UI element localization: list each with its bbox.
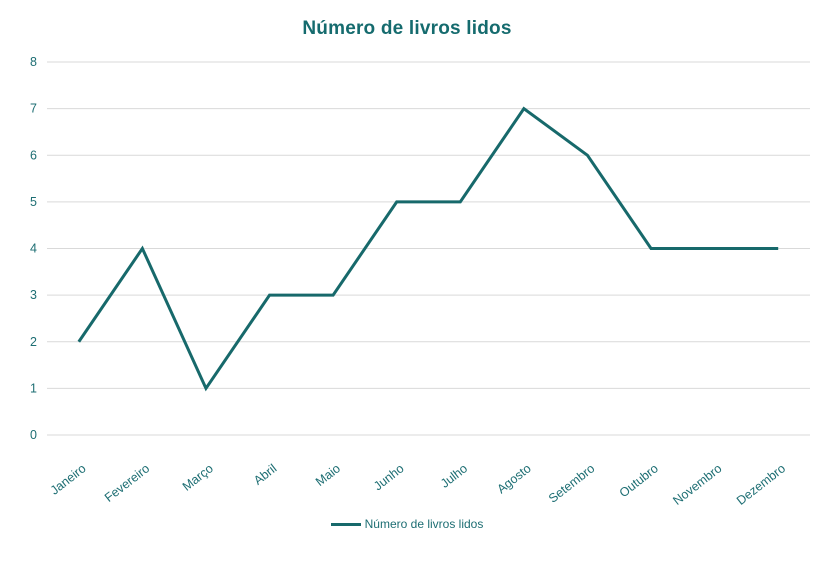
- legend-line-icon: [330, 522, 361, 526]
- x-axis-tick-label: Agosto: [494, 461, 533, 496]
- x-axis-tick-label: Setembro: [546, 461, 597, 505]
- x-axis-tick-label: Dezembro: [734, 461, 788, 508]
- x-axis-tick-label: Novembro: [670, 461, 724, 508]
- x-axis-tick-label: Fevereiro: [102, 461, 152, 505]
- y-axis-tick-label: 1: [30, 381, 37, 395]
- x-axis-tick-label: Maio: [313, 461, 343, 489]
- y-axis-tick-label: 5: [30, 195, 37, 209]
- x-axis-tick-label: Janeiro: [48, 461, 89, 497]
- y-axis-tick-label: 7: [30, 102, 37, 116]
- y-axis-tick-label: 0: [30, 428, 37, 442]
- y-axis-tick-label: 3: [30, 288, 37, 302]
- legend: Número de livros lidos: [0, 517, 814, 531]
- x-axis-tick-label: Julho: [438, 461, 470, 490]
- x-axis-tick-label: Abril: [251, 461, 279, 487]
- data-series-line: [77, 106, 779, 392]
- legend-label: Número de livros lidos: [364, 517, 484, 531]
- y-axis-tick-label: 6: [30, 148, 37, 162]
- chart-title: Número de livros lidos: [302, 18, 512, 39]
- x-axis-tick-label: Março: [180, 461, 216, 493]
- y-axis-tick-label: 8: [30, 55, 37, 69]
- x-axis-tick-label: Junho: [371, 461, 406, 493]
- y-axis-tick-label: 4: [30, 242, 37, 256]
- y-axis-tick-label: 2: [30, 335, 37, 349]
- x-axis-tick-label: Outubro: [617, 461, 661, 500]
